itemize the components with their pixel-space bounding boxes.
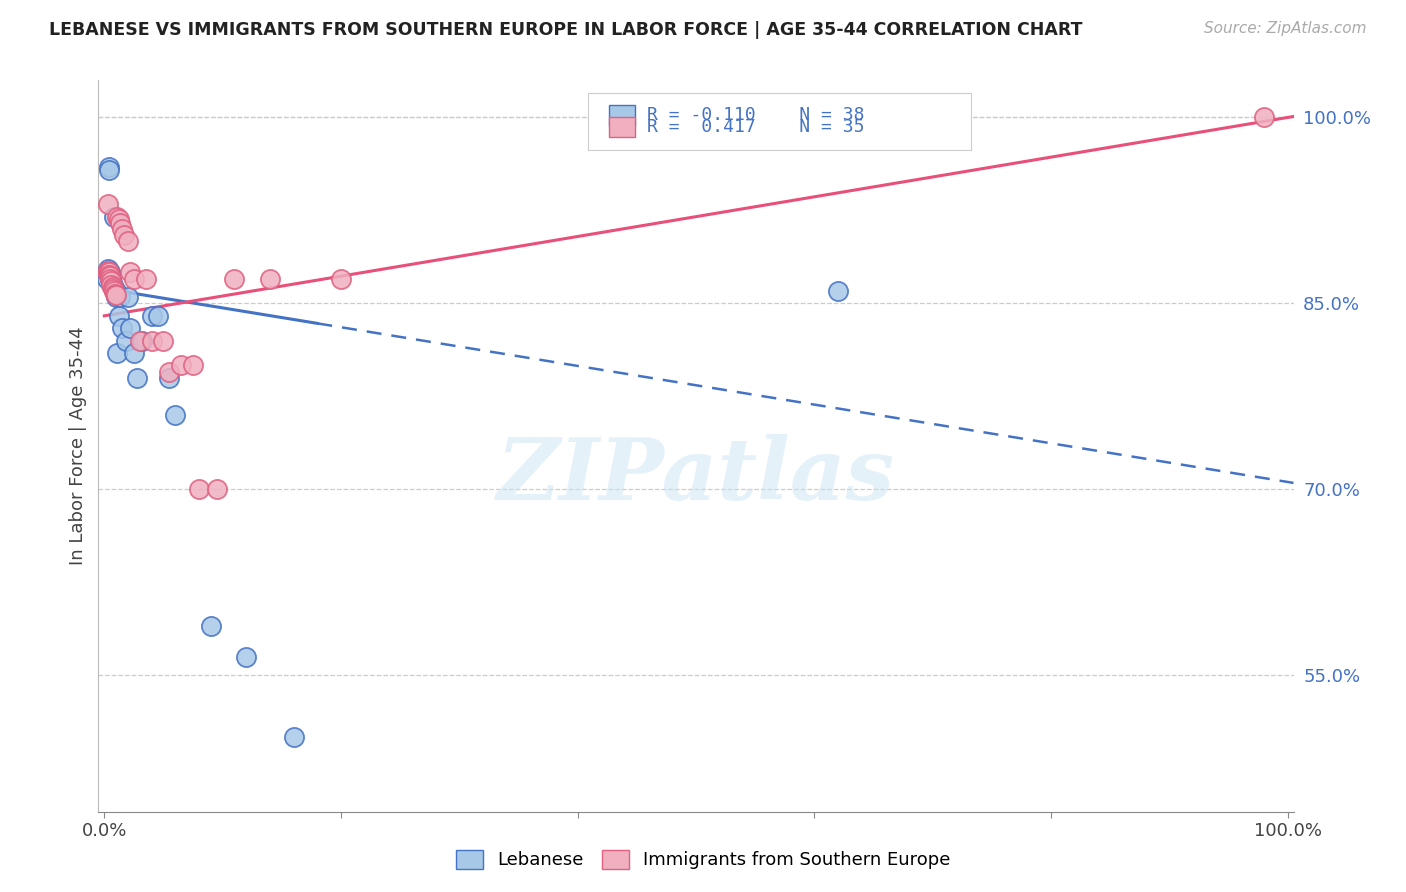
Point: [98, 269, 121, 284]
Point: [97, 264, 120, 278]
Point: [97, 261, 120, 276]
Point: [120, 265, 142, 279]
Point: [1253, 111, 1275, 125]
Point: [141, 334, 163, 348]
Text: Source: ZipAtlas.com: Source: ZipAtlas.com: [1204, 21, 1367, 36]
Point: [98, 269, 121, 284]
Point: [98, 271, 121, 285]
Text: ZIPatlas: ZIPatlas: [496, 434, 896, 517]
Point: [224, 271, 246, 285]
Point: [122, 346, 145, 360]
Point: [114, 334, 136, 348]
Point: [104, 284, 127, 298]
Point: [141, 309, 163, 323]
Point: [114, 228, 136, 243]
Point: [117, 290, 139, 304]
Point: [101, 277, 124, 292]
FancyBboxPatch shape: [609, 117, 636, 137]
Text: R = -0.110    N = 38: R = -0.110 N = 38: [647, 106, 865, 124]
FancyBboxPatch shape: [589, 93, 972, 150]
FancyBboxPatch shape: [609, 105, 636, 126]
Point: [100, 277, 122, 292]
Point: [330, 271, 353, 285]
Point: [827, 284, 849, 298]
Point: [97, 264, 120, 278]
Point: [146, 309, 169, 323]
Legend: Lebanese, Immigrants from Southern Europe: Lebanese, Immigrants from Southern Europ…: [447, 841, 959, 879]
Point: [98, 162, 121, 177]
Point: [97, 197, 120, 211]
Point: [98, 265, 121, 279]
Point: [127, 371, 149, 385]
Point: [117, 235, 139, 249]
Point: [101, 281, 124, 295]
Point: [105, 346, 128, 360]
Point: [100, 274, 122, 288]
Point: [105, 287, 128, 301]
Point: [157, 365, 180, 379]
Point: [108, 216, 131, 230]
Point: [200, 619, 222, 633]
Point: [107, 212, 129, 227]
Point: [96, 265, 118, 279]
Text: LEBANESE VS IMMIGRANTS FROM SOUTHERN EUROPE IN LABOR FORCE | AGE 35-44 CORRELATI: LEBANESE VS IMMIGRANTS FROM SOUTHERN EUR…: [49, 21, 1083, 38]
Point: [111, 321, 134, 335]
Point: [235, 649, 257, 664]
Point: [98, 268, 121, 282]
Point: [103, 284, 125, 298]
Point: [101, 280, 124, 294]
Point: [98, 265, 121, 279]
Point: [98, 265, 121, 279]
Point: [103, 281, 125, 295]
Point: [205, 483, 228, 497]
Point: [105, 284, 128, 298]
Point: [105, 210, 128, 224]
Point: [131, 334, 153, 348]
Y-axis label: In Labor Force | Age 35-44: In Labor Force | Age 35-44: [69, 326, 87, 566]
Point: [165, 408, 187, 422]
Point: [104, 286, 127, 301]
Point: [120, 321, 142, 335]
Point: [157, 371, 180, 385]
Point: [98, 271, 121, 285]
Point: [135, 271, 157, 285]
Point: [98, 268, 121, 282]
Point: [96, 265, 118, 279]
Point: [170, 359, 193, 373]
Point: [107, 309, 129, 323]
Point: [101, 280, 124, 294]
Point: [188, 483, 211, 497]
Point: [98, 160, 121, 174]
Point: [103, 210, 125, 224]
Point: [181, 359, 204, 373]
Point: [111, 222, 134, 236]
Point: [152, 334, 174, 348]
Point: [283, 731, 305, 745]
Point: [100, 274, 122, 288]
Point: [96, 271, 118, 285]
Point: [108, 290, 131, 304]
Text: R =  0.417    N = 35: R = 0.417 N = 35: [647, 118, 865, 136]
Point: [100, 271, 122, 285]
Point: [122, 271, 145, 285]
Point: [105, 290, 128, 304]
Point: [259, 271, 281, 285]
Point: [128, 334, 150, 348]
